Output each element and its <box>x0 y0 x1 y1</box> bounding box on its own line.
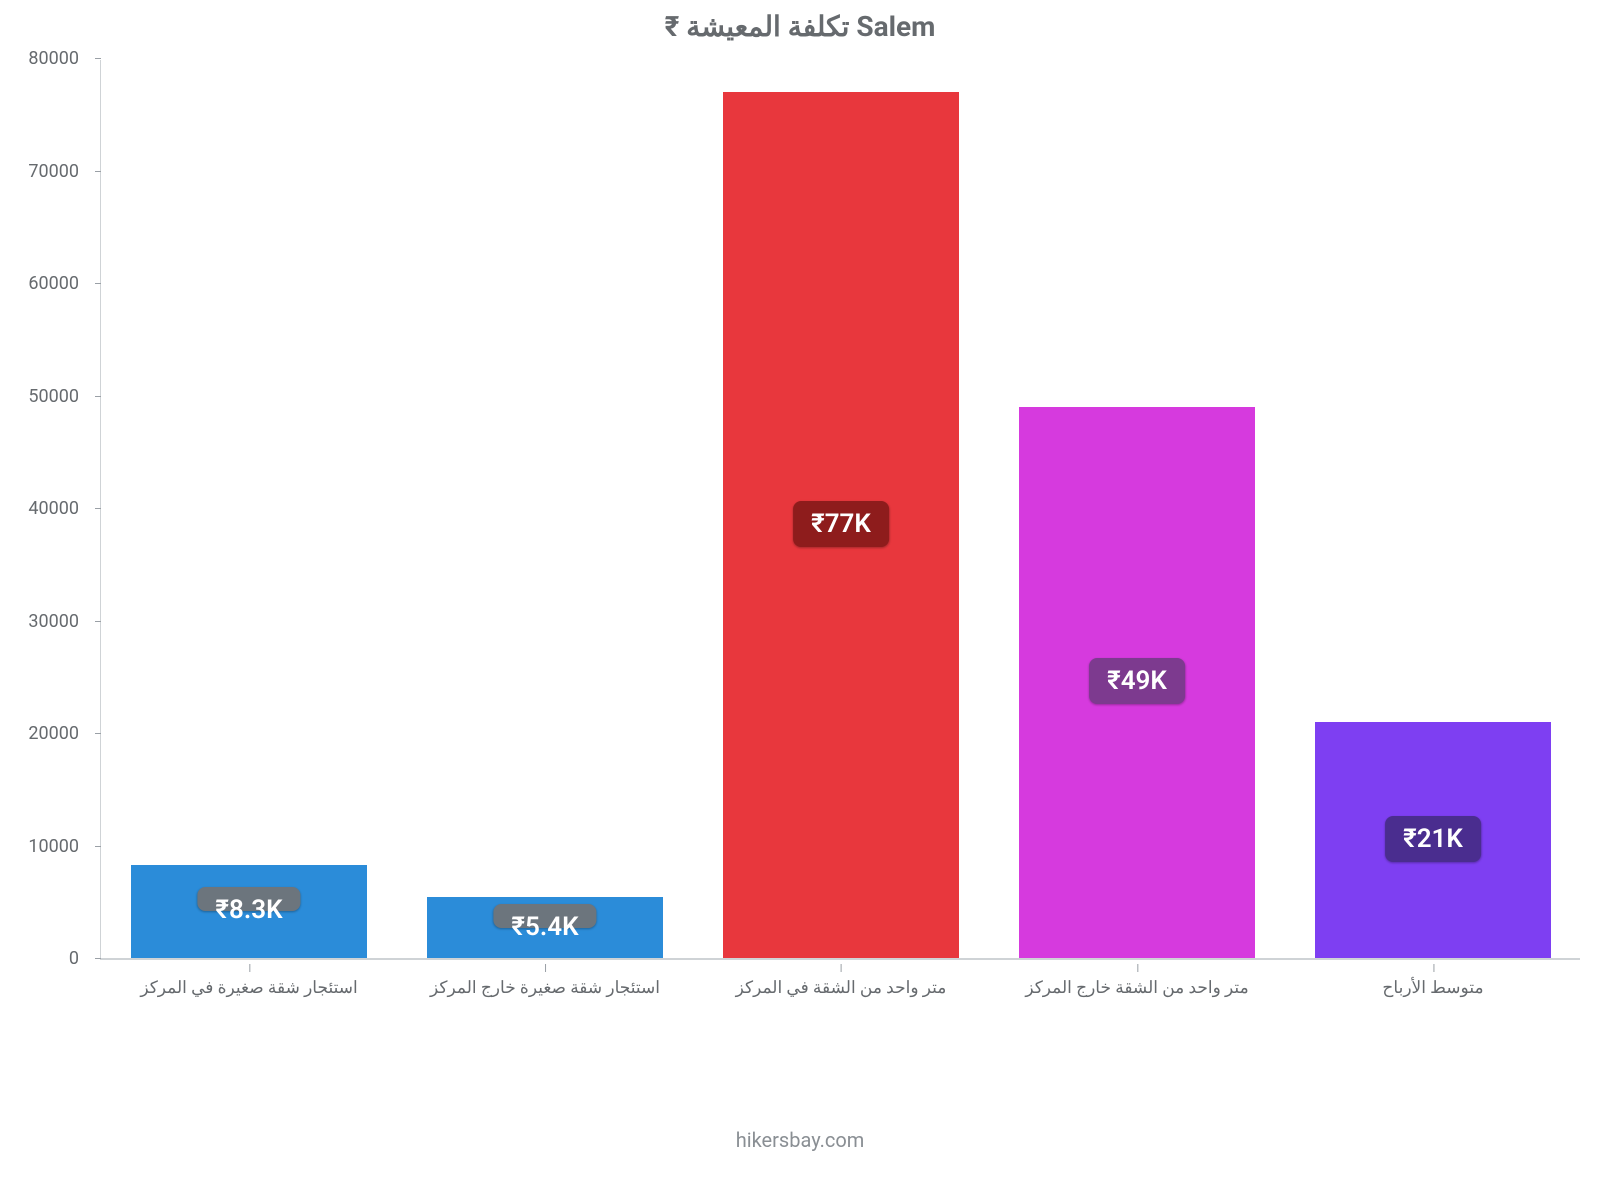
bar: ₹77K <box>723 92 960 958</box>
y-tick-mark <box>95 396 101 397</box>
bar: ₹49K <box>1019 407 1256 958</box>
y-tick-label: 30000 <box>0 611 79 632</box>
bar: ₹5.4K <box>427 897 664 958</box>
x-tick-mark <box>841 964 842 972</box>
bar-value-badge: ₹21K <box>1385 816 1481 862</box>
y-tick-label: 70000 <box>0 161 79 182</box>
x-tick-mark <box>1137 964 1138 972</box>
y-tick-label: 10000 <box>0 836 79 857</box>
y-tick-mark <box>95 508 101 509</box>
y-tick-mark <box>95 283 101 284</box>
y-tick-label: 50000 <box>0 386 79 407</box>
bar-value-badge: ₹77K <box>793 501 889 547</box>
x-tick-label: متر واحد من الشقة خارج المركز <box>1025 978 1248 998</box>
chart-credit: hikersbay.com <box>736 1128 865 1152</box>
x-tick-label: متوسط الأرباح <box>1382 978 1483 998</box>
x-tick-label: متر واحد من الشقة في المركز <box>736 978 947 998</box>
bar-value-badge: ₹49K <box>1089 658 1185 704</box>
y-tick-label: 0 <box>0 948 79 969</box>
bar: ₹8.3K <box>131 865 368 958</box>
y-tick-mark <box>95 958 101 959</box>
bar-value-badge: ₹5.4K <box>493 904 596 928</box>
y-tick-mark <box>95 171 101 172</box>
bar: ₹21K <box>1315 722 1552 958</box>
y-tick-mark <box>95 621 101 622</box>
y-tick-label: 60000 <box>0 273 79 294</box>
y-tick-mark <box>95 846 101 847</box>
y-tick-mark <box>95 733 101 734</box>
y-tick-mark <box>95 58 101 59</box>
y-tick-label: 80000 <box>0 48 79 69</box>
cost-of-living-chart: ₹ تكلفة المعيشة Salem 010000200003000040… <box>0 0 1600 1200</box>
x-tick-mark <box>1433 964 1434 972</box>
plot-area: 0100002000030000400005000060000700008000… <box>100 60 1580 960</box>
y-tick-label: 20000 <box>0 723 79 744</box>
x-tick-label: استئجار شقة صغيرة خارج المركز <box>430 978 660 998</box>
x-tick-label: استئجار شقة صغيرة في المركز <box>140 978 357 998</box>
chart-title: ₹ تكلفة المعيشة Salem <box>665 10 936 43</box>
x-tick-mark <box>249 964 250 972</box>
bar-value-badge: ₹8.3K <box>197 887 300 911</box>
y-tick-label: 40000 <box>0 498 79 519</box>
x-tick-mark <box>545 964 546 972</box>
